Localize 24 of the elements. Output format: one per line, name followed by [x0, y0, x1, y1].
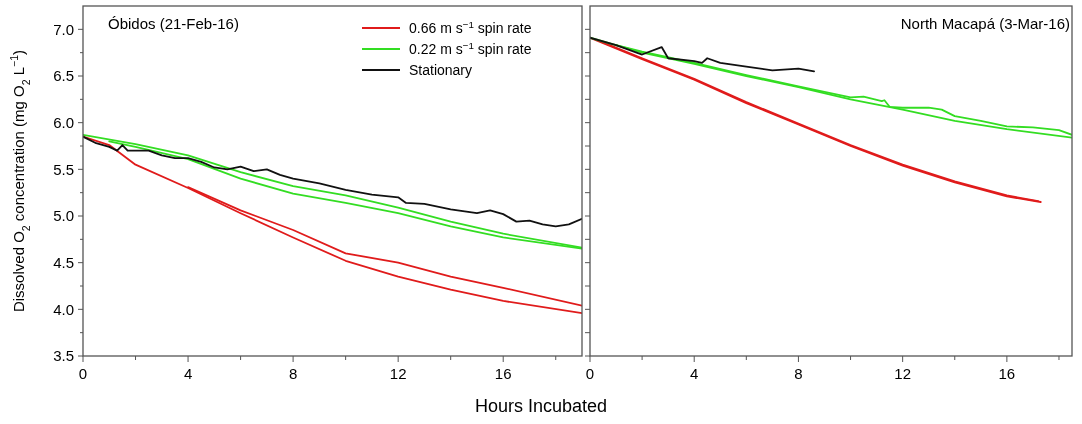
x-tick-label: 0: [78, 365, 88, 382]
x-tick-label: 12: [894, 365, 911, 382]
legend-label: 0.22 m s$^{−1}$ spin rate: [409, 39, 532, 57]
y-tick-label: 5.5: [53, 160, 74, 178]
x-tick-label: 8: [794, 365, 803, 382]
y-tick-label: 6.0: [53, 113, 74, 131]
text: North Macapá (3-Mar-16): [900, 15, 1070, 32]
y-tick-label: 6.5: [53, 67, 74, 85]
x-tick-label: 16: [998, 365, 1016, 382]
text: Óbidos (21-Feb-16): [108, 15, 239, 32]
legend-label: 0.66 m s$^{−1}$ spin rate: [409, 18, 532, 36]
x-tick-label: 16: [494, 365, 512, 382]
y-tick-label: 4.0: [53, 300, 74, 318]
y-tick-label: 3.5: [53, 347, 74, 365]
legend-label: Stationary: [409, 61, 473, 78]
x-tick-label: 0: [585, 365, 595, 382]
y-tick-label: 4.5: [53, 253, 74, 271]
x-axis-title: Hours Incubated: [474, 396, 608, 416]
x-tick-label: 12: [389, 365, 407, 382]
x-tick-label: 4: [690, 365, 699, 382]
y-tick-label: 5.0: [53, 207, 74, 225]
x-tick-label: 4: [183, 365, 193, 382]
y-tick-label: 7.0: [53, 20, 74, 38]
x-tick-label: 8: [288, 365, 298, 382]
